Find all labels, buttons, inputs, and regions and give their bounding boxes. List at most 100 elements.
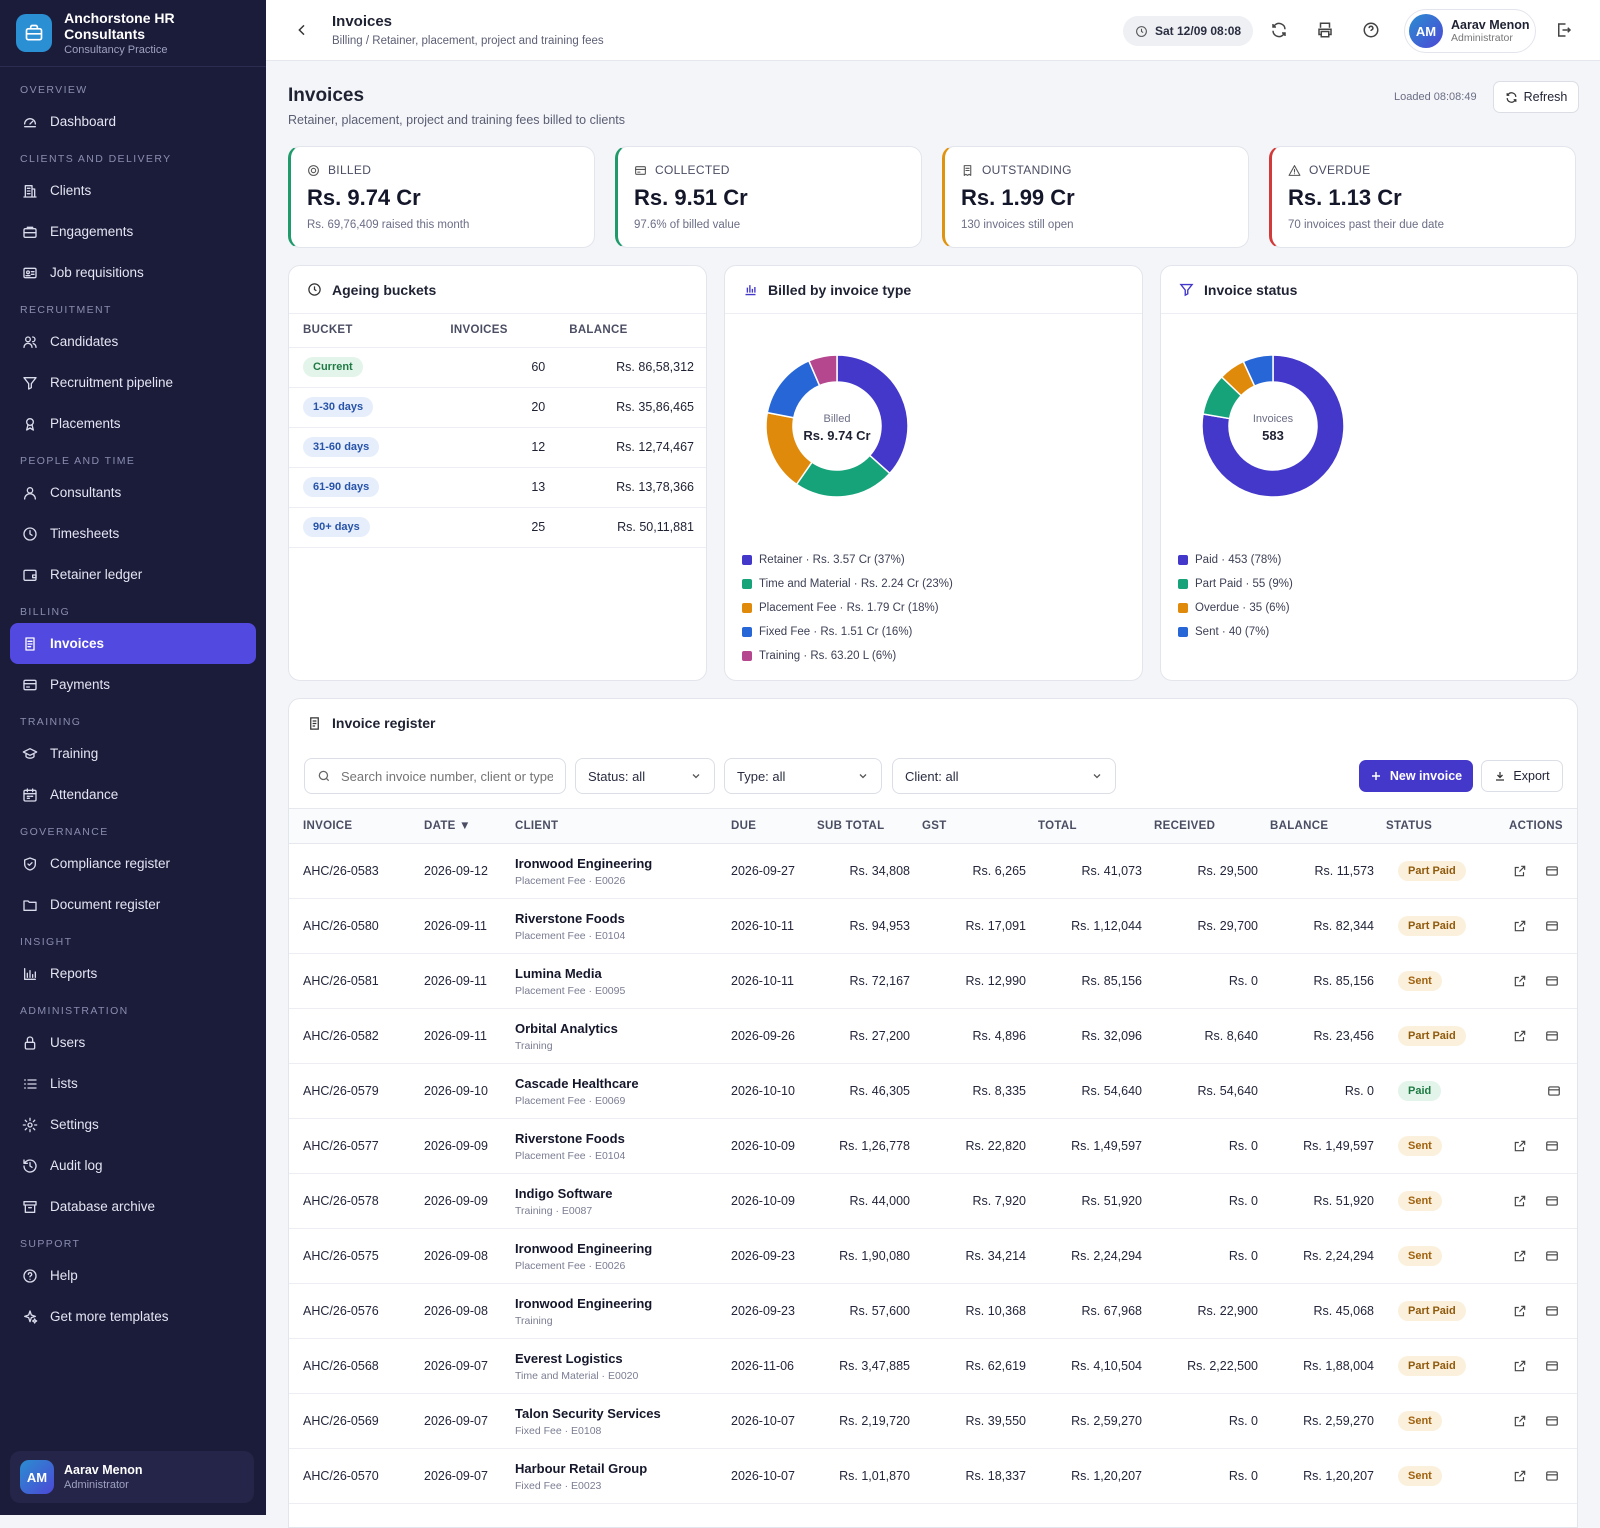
open-external-icon[interactable] [1513, 1359, 1527, 1373]
sidebar-item-settings[interactable]: Settings [10, 1104, 256, 1145]
client-filter-select[interactable]: Client: all [892, 758, 1116, 794]
refresh-button[interactable]: Refresh [1493, 81, 1579, 113]
client-name[interactable]: Ironwood Engineering [515, 1296, 713, 1311]
open-external-icon[interactable] [1513, 1029, 1527, 1043]
type-filter-select[interactable]: Type: all [724, 758, 882, 794]
donut-slice-fixed-fee[interactable] [767, 361, 819, 418]
open-external-icon[interactable] [1513, 1304, 1527, 1318]
open-external-icon[interactable] [1513, 1194, 1527, 1208]
back-icon[interactable] [292, 20, 312, 40]
sidebar-item-consultants[interactable]: Consultants [10, 472, 256, 513]
client-name[interactable]: Riverstone Foods [515, 911, 713, 926]
sidebar-item-candidates[interactable]: Candidates [10, 321, 256, 362]
open-external-icon[interactable] [1513, 1249, 1527, 1263]
card-icon[interactable] [1545, 1304, 1559, 1318]
client-name[interactable]: Ironwood Engineering [515, 856, 713, 871]
sidebar-item-clients[interactable]: Clients [10, 170, 256, 211]
sidebar-item-help[interactable]: Help [10, 1255, 256, 1296]
col-date[interactable]: DATE ▼ [418, 809, 509, 844]
help-icon[interactable] [1362, 21, 1380, 39]
invoice-number[interactable]: AHC/26-0579 [289, 1064, 418, 1119]
invoice-number[interactable]: AHC/26-0576 [289, 1284, 418, 1339]
client-name[interactable]: Ironwood Engineering [515, 1241, 713, 1256]
sidebar-item-timesheets[interactable]: Timesheets [10, 513, 256, 554]
search-input[interactable] [341, 769, 553, 784]
card-icon[interactable] [1545, 1469, 1559, 1483]
sidebar-item-database-archive[interactable]: Database archive [10, 1186, 256, 1227]
client-name[interactable]: Riverstone Foods [515, 1131, 713, 1146]
card-icon[interactable] [1545, 1414, 1559, 1428]
sync-icon[interactable] [1270, 21, 1288, 39]
card-icon[interactable] [1545, 974, 1559, 988]
invoice-number[interactable]: AHC/26-0580 [289, 899, 418, 954]
sidebar-item-engagements[interactable]: Engagements [10, 211, 256, 252]
sidebar-item-placements[interactable]: Placements [10, 403, 256, 444]
invoice-number[interactable]: AHC/26-0569 [289, 1394, 418, 1449]
logout-icon[interactable] [1555, 21, 1573, 39]
sidebar-item-users[interactable]: Users [10, 1022, 256, 1063]
client-name[interactable]: Indigo Software [515, 1186, 713, 1201]
invoice-number[interactable]: AHC/26-0582 [289, 1009, 418, 1064]
sidebar-item-compliance-register[interactable]: Compliance register [10, 843, 256, 884]
sidebar-item-document-register[interactable]: Document register [10, 884, 256, 925]
card-icon[interactable] [1545, 1249, 1559, 1263]
sidebar-item-recruitment-pipeline[interactable]: Recruitment pipeline [10, 362, 256, 403]
invoice-number[interactable]: AHC/26-0581 [289, 954, 418, 1009]
open-external-icon[interactable] [1513, 1469, 1527, 1483]
client-name[interactable]: Lumina Media [515, 966, 713, 981]
sidebar-item-payments[interactable]: Payments [10, 664, 256, 705]
sidebar-item-attendance[interactable]: Attendance [10, 774, 256, 815]
card-icon[interactable] [1545, 1194, 1559, 1208]
status-filter-select[interactable]: Status: all [575, 758, 715, 794]
card-icon[interactable] [1545, 1139, 1559, 1153]
search-input-wrap[interactable] [304, 758, 566, 794]
sidebar-item-audit-log[interactable]: Audit log [10, 1145, 256, 1186]
invoice-number[interactable]: AHC/26-0577 [289, 1119, 418, 1174]
card-icon[interactable] [1545, 919, 1559, 933]
sidebar-item-invoices[interactable]: Invoices [10, 623, 256, 664]
open-external-icon[interactable] [1513, 1414, 1527, 1428]
invoice-number[interactable]: AHC/26-0583 [289, 844, 418, 899]
open-external-icon[interactable] [1513, 1139, 1527, 1153]
client-name[interactable]: Talon Security Services [515, 1406, 713, 1421]
card-icon[interactable] [1545, 864, 1559, 878]
open-external-icon[interactable] [1513, 974, 1527, 988]
client-name[interactable]: Harbour Retail Group [515, 1461, 713, 1476]
sidebar-item-get-more-templates[interactable]: Get more templates [10, 1296, 256, 1337]
sidebar-item-job-requisitions[interactable]: Job requisitions [10, 252, 256, 293]
client-name[interactable]: Orbital Analytics [515, 1021, 713, 1036]
new-invoice-button[interactable]: New invoice [1359, 760, 1473, 792]
client-name[interactable]: Cascade Healthcare [515, 1076, 713, 1091]
sidebar-item-retainer-ledger[interactable]: Retainer ledger [10, 554, 256, 595]
invoice-number[interactable]: AHC/26-0575 [289, 1229, 418, 1284]
card-icon[interactable] [1547, 1084, 1561, 1098]
client-name[interactable]: Everest Logistics [515, 1351, 713, 1366]
invoice-number[interactable]: AHC/26-0578 [289, 1174, 418, 1229]
card-icon[interactable] [1545, 1029, 1559, 1043]
user-menu[interactable]: AM Aarav Menon Administrator [1404, 9, 1536, 53]
sidebar-item-lists[interactable]: Lists [10, 1063, 256, 1104]
sidebar-user[interactable]: AM Aarav Menon Administrator [10, 1451, 254, 1503]
card-icon[interactable] [1545, 1359, 1559, 1373]
sidebar-item-reports[interactable]: Reports [10, 953, 256, 994]
sidebar-item-training[interactable]: Training [10, 733, 256, 774]
export-button[interactable]: Export [1481, 760, 1563, 792]
invoice-number[interactable]: AHC/26-0570 [289, 1449, 418, 1504]
sidebar-item-dashboard[interactable]: Dashboard [10, 101, 256, 142]
